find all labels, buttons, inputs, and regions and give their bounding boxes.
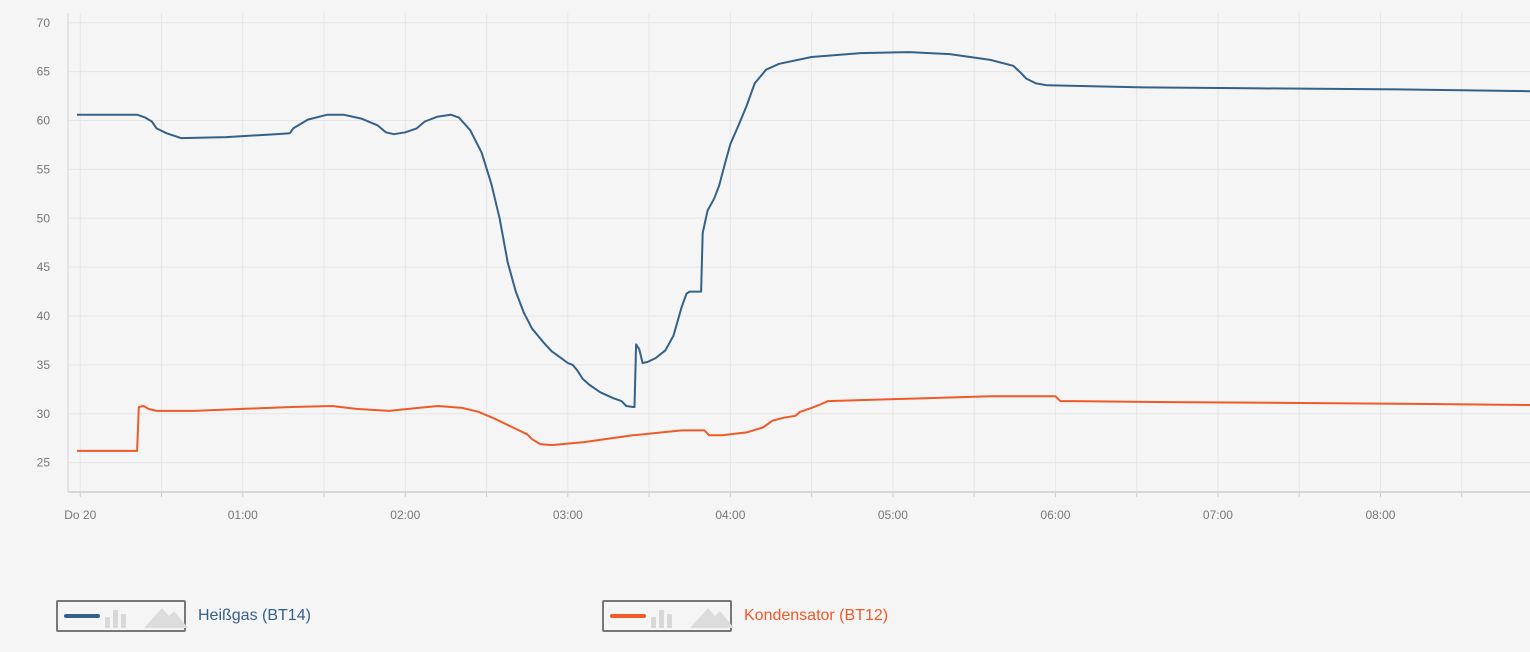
x-tick-label: 04:00 (715, 508, 745, 522)
y-tick-label: 25 (37, 456, 51, 470)
x-tick-labels: Do 20 01:00 02:00 03:00 04:00 05:00 06:00 07:00… (64, 508, 1396, 522)
x-tick-label: 07:00 (1203, 508, 1233, 522)
series-toggle-button[interactable] (602, 600, 734, 632)
x-tick-label: 01:00 (228, 508, 258, 522)
y-tick-label: 55 (37, 162, 51, 176)
y-tick-label: 30 (37, 407, 51, 421)
x-tick-label: 08:00 (1365, 508, 1395, 522)
x-tick-label: 06:00 (1040, 508, 1070, 522)
y-tick-label: 35 (37, 358, 51, 372)
x-tick-label: 02:00 (390, 508, 420, 522)
y-tick-label: 65 (37, 65, 51, 79)
legend-label: Kondensator (BT12) (744, 607, 889, 624)
y-tick-label: 70 (37, 16, 51, 30)
line-chart: 25 30 35 40 45 50 55 60 65 70 Do 20 01:00 02:00 03:00… (37, 13, 1530, 522)
x-tick-label: 03:00 (553, 508, 583, 522)
x-tick-label: Do 20 (64, 508, 96, 522)
chart-axes: 25 30 35 40 45 50 55 60 65 70 Do 20 01:00 02:00 03:00… (37, 13, 1530, 522)
bar-style-icon (651, 610, 672, 628)
y-tick-label: 40 (37, 309, 51, 323)
bar-style-icon (105, 610, 126, 628)
legend-item-heissgas[interactable]: Heißgas (BT14) (56, 598, 311, 634)
chart-series (77, 51, 1530, 452)
series-style-icons (610, 608, 734, 628)
chart-grid (68, 13, 1530, 492)
area-style-icon (144, 608, 188, 628)
area-style-icon (690, 608, 734, 628)
x-tick-label: 05:00 (878, 508, 908, 522)
legend-label: Heißgas (BT14) (198, 607, 311, 624)
legend-item-kondensator[interactable]: Kondensator (BT12) (602, 598, 888, 634)
series-line-heissgas (77, 51, 1530, 408)
series-toggle-button[interactable] (56, 600, 188, 632)
series-line-kondensator (77, 395, 1530, 452)
y-tick-label: 60 (37, 114, 51, 128)
y-tick-label: 50 (37, 211, 51, 225)
y-tick-label: 45 (37, 260, 51, 274)
series-style-icons (64, 608, 188, 628)
